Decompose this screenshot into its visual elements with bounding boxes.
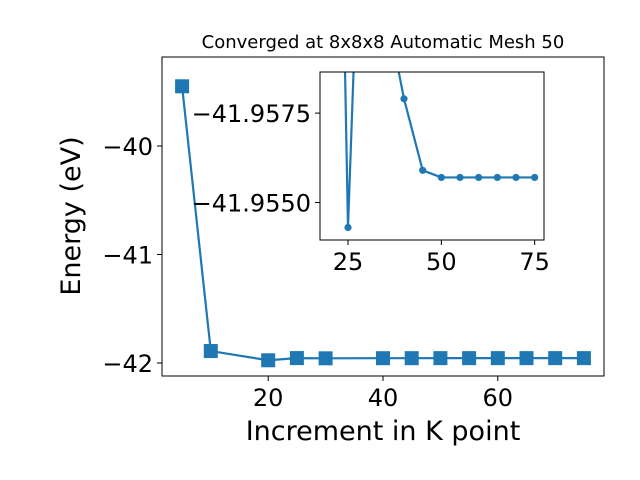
inset-y-tick-label: −41.9575 xyxy=(192,100,311,128)
inset-y-tick-label: −41.9550 xyxy=(192,189,311,217)
inset-data-point xyxy=(475,173,483,182)
inset-x-ticks: 25 50 75 xyxy=(333,240,550,276)
inset-axes-frame xyxy=(319,71,545,241)
main-axes-frame xyxy=(161,56,605,377)
inset-data-point xyxy=(456,173,464,182)
inset-axes: 25 50 75 −41.9575 −41.9550 xyxy=(192,71,550,276)
main-data-point xyxy=(576,351,591,366)
main-data-point xyxy=(462,351,477,366)
inset-plot-area xyxy=(320,72,544,240)
main-data-point xyxy=(376,351,390,366)
inset-data-point xyxy=(344,223,352,232)
main-data-point xyxy=(318,351,333,366)
main-data-point xyxy=(203,344,218,359)
x-axis-label: Increment in K point xyxy=(246,416,521,447)
inset-x-tick-label: 75 xyxy=(519,248,550,276)
main-y-tick-label: −41 xyxy=(102,241,153,269)
main-x-tick-label: 40 xyxy=(368,384,399,412)
main-x-tick-label: 60 xyxy=(483,384,514,412)
main-data-point xyxy=(490,351,505,366)
main-y-ticks: −42 −41 −40 xyxy=(102,133,162,378)
y-axis-label: Energy (eV) xyxy=(56,136,87,295)
main-data-point xyxy=(289,351,304,366)
main-x-ticks: 20 40 60 xyxy=(253,376,513,412)
main-data-point xyxy=(404,351,419,366)
inset-data-point xyxy=(437,173,445,182)
inset-series xyxy=(343,72,539,232)
inset-x-tick-label: 25 xyxy=(333,248,364,276)
inset-data-point xyxy=(493,173,501,182)
main-data-point xyxy=(433,351,448,366)
inset-data-point xyxy=(400,95,408,103)
main-data-point xyxy=(519,351,534,366)
main-y-tick-label: −42 xyxy=(102,350,153,378)
main-x-tick-label: 20 xyxy=(253,384,284,412)
main-series xyxy=(175,79,591,368)
inset-y-ticks: −41.9575 −41.9550 xyxy=(192,100,320,217)
chart-title: Converged at 8x8x8 Automatic Mesh 50 xyxy=(202,32,565,53)
main-data-point xyxy=(175,79,190,94)
inset-data-point xyxy=(531,173,539,182)
inset-data-point xyxy=(419,166,427,174)
main-data-point xyxy=(548,351,563,366)
inset-x-tick-label: 50 xyxy=(426,248,457,276)
main-y-tick-label: −40 xyxy=(102,133,153,161)
inset-data-point xyxy=(512,173,520,182)
main-data-point xyxy=(261,353,276,368)
